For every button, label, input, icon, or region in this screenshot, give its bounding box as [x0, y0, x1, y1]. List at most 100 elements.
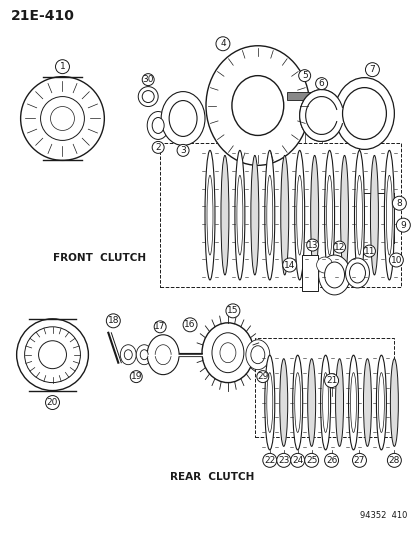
- Text: 10: 10: [390, 255, 401, 264]
- Ellipse shape: [219, 343, 235, 362]
- Text: 6: 6: [318, 79, 324, 88]
- Ellipse shape: [318, 255, 350, 295]
- Ellipse shape: [299, 90, 343, 141]
- Ellipse shape: [202, 323, 253, 383]
- Text: 14: 14: [283, 261, 295, 270]
- Ellipse shape: [316, 257, 332, 273]
- Ellipse shape: [264, 355, 274, 450]
- Ellipse shape: [250, 156, 258, 275]
- Text: 22: 22: [263, 456, 275, 465]
- Ellipse shape: [136, 345, 152, 365]
- Ellipse shape: [324, 150, 334, 280]
- Ellipse shape: [147, 111, 169, 140]
- Ellipse shape: [350, 373, 356, 432]
- Ellipse shape: [389, 359, 397, 447]
- Ellipse shape: [231, 76, 283, 135]
- Circle shape: [306, 239, 318, 251]
- Circle shape: [395, 218, 409, 232]
- Text: 11: 11: [363, 247, 374, 255]
- Text: 28: 28: [388, 456, 399, 465]
- Text: 20: 20: [47, 398, 58, 407]
- Ellipse shape: [370, 156, 377, 275]
- Text: 94352  410: 94352 410: [359, 511, 406, 520]
- Ellipse shape: [322, 373, 328, 432]
- Text: FRONT  CLUTCH: FRONT CLUTCH: [52, 253, 145, 263]
- Ellipse shape: [266, 373, 272, 432]
- Ellipse shape: [294, 373, 300, 432]
- Ellipse shape: [324, 262, 344, 288]
- Text: 4: 4: [220, 39, 225, 49]
- Circle shape: [333, 241, 345, 253]
- Ellipse shape: [221, 156, 228, 275]
- Text: 16: 16: [184, 320, 195, 329]
- Ellipse shape: [236, 175, 242, 255]
- Ellipse shape: [147, 335, 179, 375]
- Ellipse shape: [349, 263, 365, 283]
- Circle shape: [154, 321, 166, 333]
- Circle shape: [282, 258, 296, 272]
- Circle shape: [183, 318, 197, 332]
- Circle shape: [363, 245, 375, 257]
- Ellipse shape: [377, 373, 384, 432]
- Bar: [301, 255, 317, 291]
- Ellipse shape: [124, 350, 132, 360]
- Ellipse shape: [326, 175, 332, 255]
- Circle shape: [351, 454, 366, 467]
- Ellipse shape: [280, 156, 288, 275]
- Ellipse shape: [279, 359, 287, 447]
- Text: 5: 5: [301, 71, 307, 80]
- Text: 21: 21: [325, 376, 337, 385]
- Circle shape: [315, 78, 327, 90]
- Ellipse shape: [363, 359, 370, 447]
- Circle shape: [130, 370, 142, 383]
- Ellipse shape: [239, 86, 275, 125]
- Circle shape: [106, 314, 120, 328]
- Text: 13: 13: [306, 240, 318, 249]
- Text: 12: 12: [333, 243, 344, 252]
- Ellipse shape: [38, 341, 66, 369]
- Text: 15: 15: [227, 306, 238, 316]
- Ellipse shape: [292, 355, 302, 450]
- Ellipse shape: [120, 345, 136, 365]
- Circle shape: [298, 70, 310, 82]
- Ellipse shape: [342, 87, 385, 140]
- Circle shape: [276, 454, 290, 467]
- Ellipse shape: [335, 359, 343, 447]
- Circle shape: [324, 454, 338, 467]
- Ellipse shape: [206, 46, 309, 165]
- Ellipse shape: [348, 355, 358, 450]
- Ellipse shape: [307, 359, 315, 447]
- Bar: [254, 338, 394, 438]
- Ellipse shape: [24, 327, 80, 383]
- Circle shape: [216, 37, 229, 51]
- Ellipse shape: [310, 156, 318, 275]
- Ellipse shape: [264, 150, 274, 280]
- Circle shape: [392, 196, 405, 210]
- Text: 27: 27: [353, 456, 364, 465]
- Text: 25: 25: [305, 456, 317, 465]
- Bar: [160, 143, 400, 287]
- Ellipse shape: [250, 346, 264, 364]
- Ellipse shape: [206, 175, 212, 255]
- Ellipse shape: [234, 150, 244, 280]
- Ellipse shape: [375, 355, 385, 450]
- Ellipse shape: [21, 77, 104, 160]
- Ellipse shape: [155, 345, 171, 365]
- Text: 21E-410: 21E-410: [11, 9, 74, 23]
- Ellipse shape: [305, 96, 337, 134]
- Circle shape: [55, 60, 69, 74]
- Ellipse shape: [320, 355, 330, 450]
- Ellipse shape: [161, 92, 204, 146]
- Text: 29: 29: [256, 372, 268, 381]
- Ellipse shape: [211, 333, 243, 373]
- Text: 23: 23: [278, 456, 289, 465]
- Ellipse shape: [340, 156, 348, 275]
- Text: 17: 17: [154, 322, 166, 332]
- Ellipse shape: [385, 175, 392, 255]
- Ellipse shape: [296, 175, 302, 255]
- Ellipse shape: [17, 319, 88, 391]
- Text: 9: 9: [399, 221, 405, 230]
- Circle shape: [365, 63, 378, 77]
- Circle shape: [152, 141, 164, 154]
- Ellipse shape: [345, 258, 368, 288]
